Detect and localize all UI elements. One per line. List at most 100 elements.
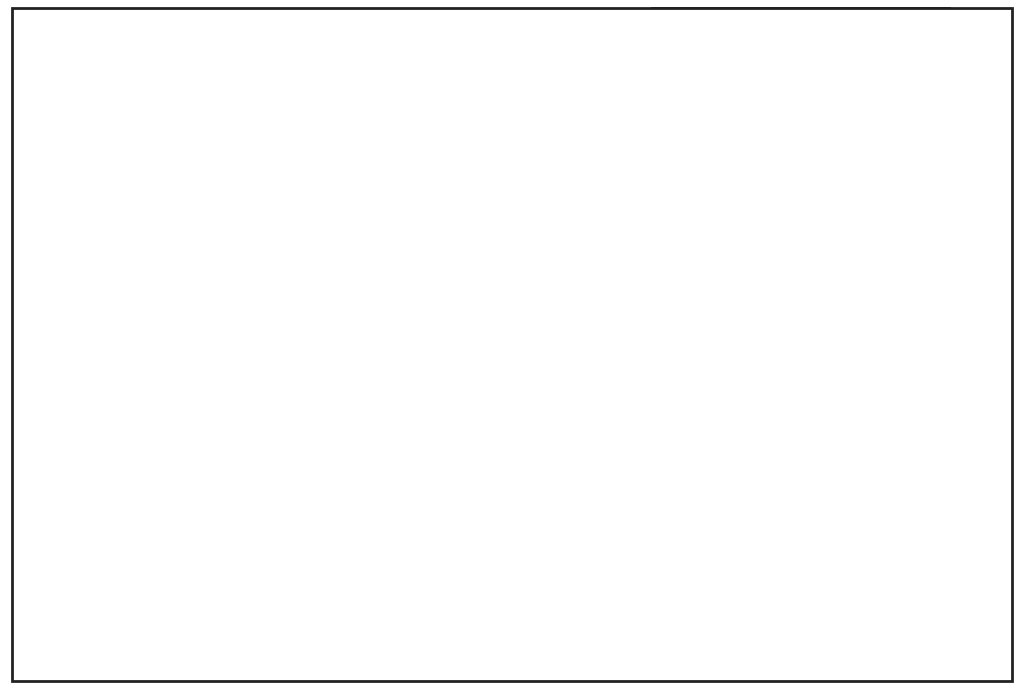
Text: Figure 2.: Figure 2. [652,185,722,199]
Polygon shape [672,62,686,107]
Ellipse shape [411,103,429,149]
FancyBboxPatch shape [229,404,263,451]
Polygon shape [318,209,340,276]
Ellipse shape [411,555,429,601]
FancyBboxPatch shape [229,103,263,149]
Ellipse shape [299,404,318,451]
FancyBboxPatch shape [167,103,201,149]
Text: Repaired by an
alternative DNA
repair pathway: Repaired by an alternative DNA repair pa… [439,633,545,676]
Ellipse shape [244,404,263,451]
Text: Rad51, Hop2: Rad51, Hop2 [710,161,796,174]
Ellipse shape [294,272,313,280]
Text: PBAF/BAF: PBAF/BAF [337,460,397,469]
Ellipse shape [299,555,318,601]
FancyBboxPatch shape [423,404,457,451]
Ellipse shape [438,404,457,451]
Text: PBAF/BAF: PBAF/BAF [298,314,359,324]
Ellipse shape [173,254,191,300]
FancyBboxPatch shape [340,103,374,149]
FancyBboxPatch shape [554,103,588,149]
FancyBboxPatch shape [340,555,374,601]
Ellipse shape [457,254,475,300]
Polygon shape [357,366,377,426]
FancyBboxPatch shape [652,8,949,172]
Ellipse shape [182,254,201,300]
FancyBboxPatch shape [229,555,263,601]
Ellipse shape [355,254,374,300]
Ellipse shape [244,555,263,601]
Ellipse shape [239,121,258,130]
Ellipse shape [349,272,370,280]
Ellipse shape [569,103,588,149]
Ellipse shape [532,404,551,451]
FancyBboxPatch shape [395,254,429,300]
Ellipse shape [560,555,579,601]
FancyBboxPatch shape [554,555,588,601]
Ellipse shape [508,254,527,300]
Ellipse shape [176,121,197,130]
Ellipse shape [294,121,313,130]
Ellipse shape [569,254,588,300]
Ellipse shape [564,574,584,582]
FancyBboxPatch shape [503,103,537,149]
Ellipse shape [429,404,447,451]
Ellipse shape [564,272,584,280]
Ellipse shape [406,121,425,130]
Ellipse shape [457,103,475,149]
Ellipse shape [182,404,201,451]
FancyBboxPatch shape [503,555,537,601]
Ellipse shape [675,110,686,115]
Ellipse shape [173,555,191,601]
Polygon shape [429,209,451,276]
Ellipse shape [457,555,475,601]
Ellipse shape [461,272,480,280]
Ellipse shape [512,574,531,582]
Ellipse shape [517,254,536,300]
Ellipse shape [673,125,683,154]
Ellipse shape [484,423,504,431]
Ellipse shape [176,574,197,582]
Text: Active transcription: Active transcription [710,133,841,146]
Ellipse shape [401,254,420,300]
FancyBboxPatch shape [451,103,484,149]
Ellipse shape [466,555,484,601]
Ellipse shape [461,121,480,130]
Ellipse shape [433,423,453,431]
Ellipse shape [349,574,370,582]
Ellipse shape [461,574,480,582]
FancyBboxPatch shape [395,555,429,601]
Ellipse shape [291,254,309,300]
Ellipse shape [236,404,254,451]
Ellipse shape [299,103,318,149]
Ellipse shape [173,103,191,149]
Ellipse shape [480,404,500,451]
Ellipse shape [512,121,531,130]
Circle shape [374,411,399,435]
Ellipse shape [512,272,531,280]
Ellipse shape [346,254,365,300]
Ellipse shape [236,254,254,300]
Text: Chromatin
characteristics: Chromatin characteristics [59,110,162,141]
Ellipse shape [299,254,318,300]
Ellipse shape [244,103,263,149]
Circle shape [669,158,688,177]
Ellipse shape [244,254,263,300]
Ellipse shape [355,103,374,149]
Circle shape [335,411,360,435]
Text: DNA repair
factor
recruitment: DNA repair factor recruitment [69,404,162,451]
Text: Recruitment
of chromatin
remodeling
complexes: Recruitment of chromatin remodeling comp… [73,245,162,308]
FancyBboxPatch shape [167,555,201,601]
Ellipse shape [411,254,429,300]
Ellipse shape [542,404,560,451]
Ellipse shape [294,574,313,582]
FancyBboxPatch shape [669,125,688,154]
FancyBboxPatch shape [475,404,509,451]
Ellipse shape [675,137,686,143]
Ellipse shape [508,103,527,149]
Polygon shape [480,360,503,426]
Ellipse shape [173,404,191,451]
Ellipse shape [489,404,508,451]
FancyBboxPatch shape [167,254,201,300]
Ellipse shape [349,121,370,130]
Ellipse shape [355,555,374,601]
